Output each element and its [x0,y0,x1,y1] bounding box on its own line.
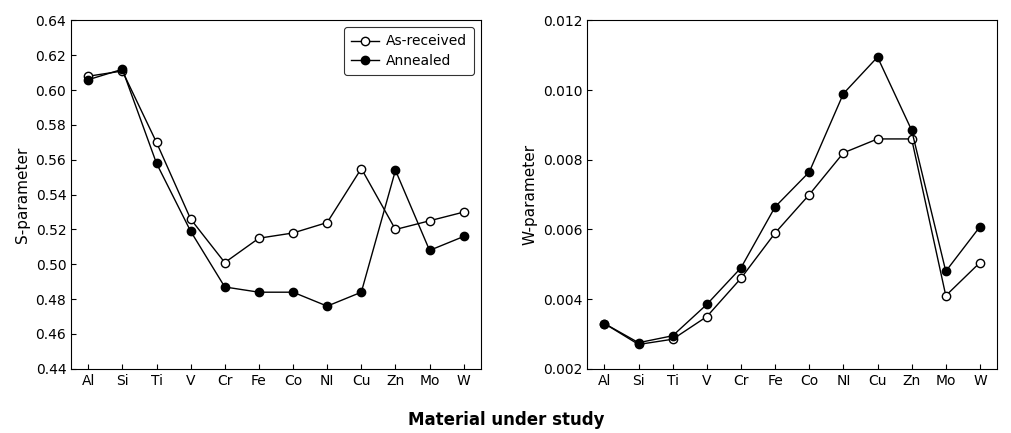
Annealed [836,91,848,96]
Line: As-received: As-received [84,67,467,267]
Annealed [666,333,678,338]
As-received [734,276,746,281]
Annealed [457,234,469,239]
As-received [355,166,367,171]
As-received [803,192,815,197]
Annealed [768,204,780,210]
Annealed [870,55,883,60]
As-received [870,136,883,142]
As-received [151,140,163,145]
As-received [287,230,299,236]
As-received [666,336,678,342]
Annealed [355,290,367,295]
As-received [632,342,644,347]
Y-axis label: S-parameter: S-parameter [15,146,30,243]
As-received [116,68,128,74]
Text: Material under study: Material under study [407,410,604,429]
Annealed [632,340,644,345]
As-received [423,218,435,223]
Annealed [939,269,951,274]
As-received [905,136,917,142]
As-received [457,210,469,215]
Annealed [151,161,163,166]
As-received [700,314,712,319]
As-received [598,321,610,326]
Annealed [253,290,265,295]
Annealed [287,290,299,295]
Annealed [905,128,917,133]
Line: As-received: As-received [600,135,983,349]
Line: Annealed: Annealed [84,65,467,310]
Annealed [700,302,712,307]
As-received [320,220,333,225]
Line: Annealed: Annealed [600,53,983,347]
Annealed [598,321,610,326]
As-received [184,216,196,222]
Annealed [803,169,815,174]
Annealed [423,248,435,253]
As-received [82,74,94,79]
Annealed [82,77,94,82]
As-received [939,293,951,298]
Annealed [389,168,401,173]
Annealed [218,284,231,290]
Y-axis label: W-parameter: W-parameter [522,144,537,245]
Annealed [973,224,985,229]
As-received [973,260,985,265]
As-received [218,260,231,265]
Legend: As-received, Annealed: As-received, Annealed [344,27,473,75]
As-received [768,230,780,236]
As-received [253,236,265,241]
Annealed [184,229,196,234]
Annealed [734,265,746,271]
As-received [836,150,848,155]
As-received [389,227,401,232]
Annealed [320,304,333,309]
Annealed [116,67,128,72]
